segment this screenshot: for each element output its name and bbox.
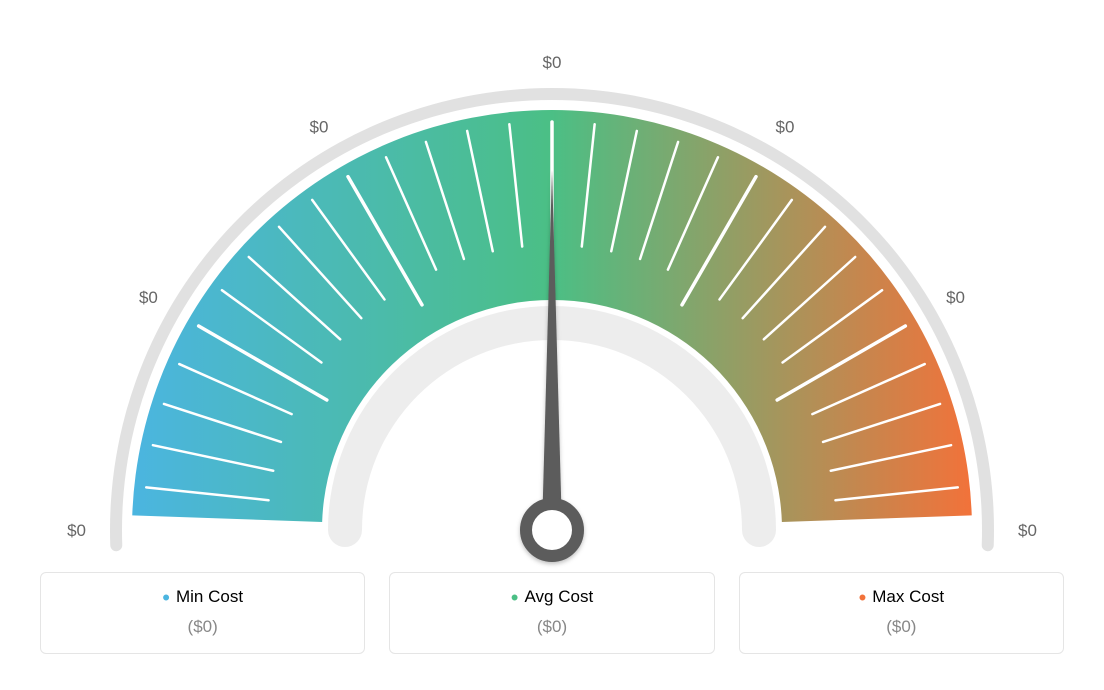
legend-dot-avg: •: [511, 585, 519, 610]
legend-card-max: • Max Cost ($0): [739, 572, 1064, 654]
legend-card-min: • Min Cost ($0): [40, 572, 365, 654]
legend-value-avg: ($0): [390, 617, 713, 637]
cost-gauge-widget: $0 $0 $0 $0 $0 $0 $0 • Min Cost ($0) • Avg Cost …: [0, 0, 1104, 690]
legend-text-max: Max Cost: [872, 587, 944, 606]
legend-text-avg: Avg Cost: [525, 587, 594, 606]
legend-dot-max: •: [859, 585, 867, 610]
legend-row: • Min Cost ($0) • Avg Cost ($0) • Max Cost …: [40, 572, 1064, 654]
legend-text-min: Min Cost: [176, 587, 243, 606]
legend-label-max: • Max Cost: [740, 587, 1063, 607]
gauge-chart: $0 $0 $0 $0 $0 $0 $0: [40, 20, 1064, 580]
gauge-tick-label: $0: [139, 288, 158, 307]
gauge-tick-label: $0: [776, 117, 795, 136]
legend-label-avg: • Avg Cost: [390, 587, 713, 607]
gauge-tick-label: $0: [310, 117, 329, 136]
gauge-tick-label: $0: [1018, 521, 1037, 540]
gauge-tick-label: $0: [67, 521, 86, 540]
legend-label-min: • Min Cost: [41, 587, 364, 607]
legend-value-max: ($0): [740, 617, 1063, 637]
legend-dot-min: •: [162, 585, 170, 610]
gauge-tick-label: $0: [543, 53, 562, 72]
legend-card-avg: • Avg Cost ($0): [389, 572, 714, 654]
gauge-tick-label: $0: [946, 288, 965, 307]
gauge-svg: $0 $0 $0 $0 $0 $0 $0: [40, 20, 1064, 580]
legend-value-min: ($0): [41, 617, 364, 637]
